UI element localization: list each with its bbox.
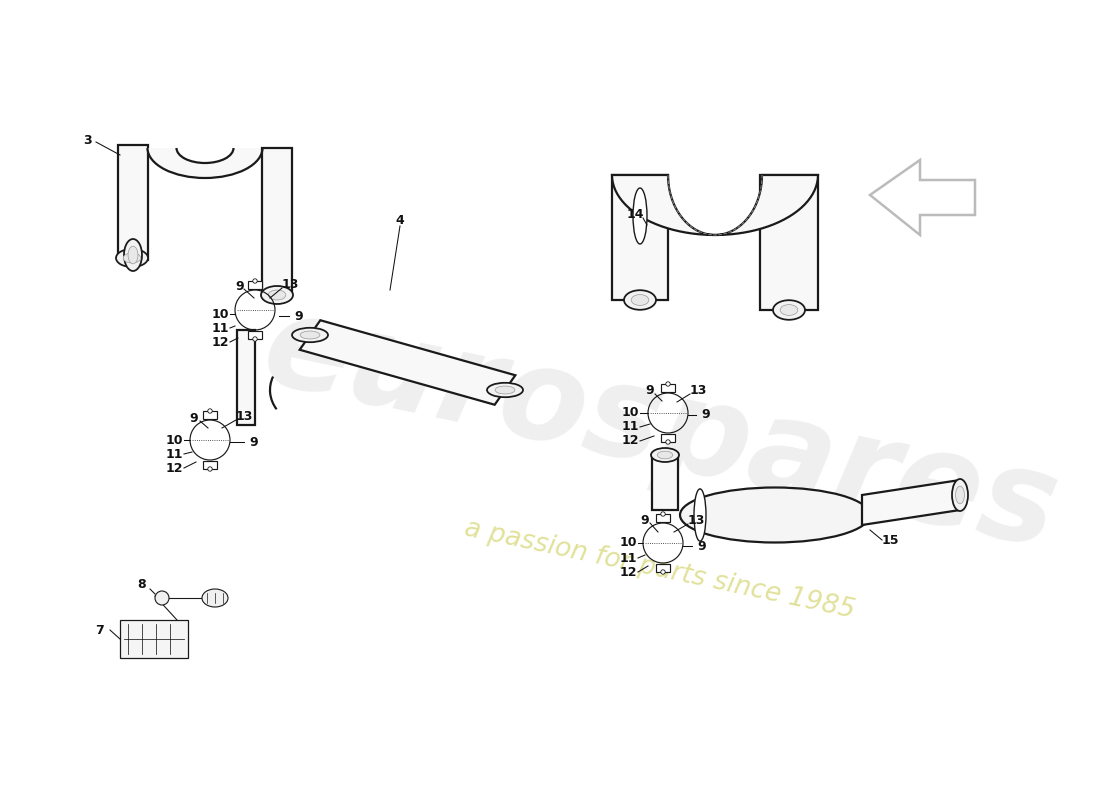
Text: 15: 15 bbox=[881, 534, 899, 546]
Ellipse shape bbox=[773, 300, 805, 320]
Ellipse shape bbox=[952, 479, 968, 511]
Circle shape bbox=[666, 440, 670, 444]
Circle shape bbox=[155, 591, 169, 605]
Text: 9: 9 bbox=[235, 279, 244, 293]
Text: 12: 12 bbox=[211, 335, 229, 349]
Circle shape bbox=[208, 409, 212, 413]
Polygon shape bbox=[120, 620, 188, 658]
Polygon shape bbox=[760, 175, 818, 310]
Polygon shape bbox=[656, 564, 670, 572]
Text: 8: 8 bbox=[138, 578, 146, 591]
Text: a passion for parts since 1985: a passion for parts since 1985 bbox=[462, 516, 858, 624]
Ellipse shape bbox=[631, 294, 649, 306]
Ellipse shape bbox=[300, 331, 320, 339]
Text: 11: 11 bbox=[165, 447, 183, 461]
Text: 9: 9 bbox=[250, 435, 258, 449]
Ellipse shape bbox=[487, 382, 522, 397]
Circle shape bbox=[666, 382, 670, 386]
Ellipse shape bbox=[202, 589, 228, 607]
Text: 11: 11 bbox=[211, 322, 229, 334]
Polygon shape bbox=[652, 455, 678, 510]
Ellipse shape bbox=[632, 188, 647, 244]
Text: 12: 12 bbox=[165, 462, 183, 474]
Polygon shape bbox=[248, 331, 262, 339]
Ellipse shape bbox=[651, 448, 679, 462]
Circle shape bbox=[253, 337, 257, 341]
Text: 9: 9 bbox=[697, 539, 706, 553]
Text: 11: 11 bbox=[621, 421, 639, 434]
Text: 9: 9 bbox=[702, 409, 711, 422]
Polygon shape bbox=[612, 175, 668, 300]
Text: eurospares: eurospares bbox=[252, 285, 1068, 575]
Circle shape bbox=[208, 466, 212, 471]
Ellipse shape bbox=[128, 246, 138, 264]
Polygon shape bbox=[118, 145, 148, 260]
Circle shape bbox=[253, 278, 257, 283]
Ellipse shape bbox=[780, 305, 798, 315]
Text: 9: 9 bbox=[646, 383, 654, 397]
Text: 14: 14 bbox=[626, 209, 644, 222]
Polygon shape bbox=[299, 320, 515, 405]
Polygon shape bbox=[661, 434, 675, 442]
Polygon shape bbox=[248, 281, 262, 289]
Ellipse shape bbox=[268, 290, 286, 300]
Text: 10: 10 bbox=[619, 537, 637, 550]
Text: 13: 13 bbox=[282, 278, 299, 290]
Ellipse shape bbox=[694, 489, 706, 541]
Polygon shape bbox=[656, 514, 670, 522]
Ellipse shape bbox=[116, 249, 148, 267]
Text: 10: 10 bbox=[211, 307, 229, 321]
Text: 4: 4 bbox=[396, 214, 405, 226]
Text: 12: 12 bbox=[619, 566, 637, 578]
Text: 9: 9 bbox=[295, 310, 304, 322]
Polygon shape bbox=[204, 411, 217, 419]
Polygon shape bbox=[612, 175, 818, 235]
Ellipse shape bbox=[124, 239, 142, 271]
Polygon shape bbox=[262, 148, 292, 295]
Text: 13: 13 bbox=[690, 383, 706, 397]
Polygon shape bbox=[236, 330, 255, 425]
Text: 10: 10 bbox=[621, 406, 639, 419]
Ellipse shape bbox=[956, 486, 965, 504]
Ellipse shape bbox=[495, 386, 515, 394]
Polygon shape bbox=[204, 461, 217, 469]
Ellipse shape bbox=[680, 487, 870, 542]
Text: 13: 13 bbox=[235, 410, 253, 422]
Polygon shape bbox=[661, 384, 675, 392]
Polygon shape bbox=[862, 480, 960, 525]
Text: 10: 10 bbox=[165, 434, 183, 446]
Ellipse shape bbox=[123, 253, 141, 263]
Ellipse shape bbox=[658, 451, 673, 459]
Text: 11: 11 bbox=[619, 551, 637, 565]
Text: 3: 3 bbox=[84, 134, 92, 146]
Circle shape bbox=[661, 570, 666, 574]
Circle shape bbox=[661, 512, 666, 516]
Text: 9: 9 bbox=[189, 411, 198, 425]
Ellipse shape bbox=[261, 286, 293, 304]
Text: 7: 7 bbox=[96, 623, 104, 637]
Text: 9: 9 bbox=[640, 514, 649, 526]
Text: 13: 13 bbox=[688, 514, 705, 526]
Ellipse shape bbox=[292, 328, 328, 342]
Polygon shape bbox=[147, 148, 263, 178]
Ellipse shape bbox=[624, 290, 656, 310]
Text: 12: 12 bbox=[621, 434, 639, 447]
